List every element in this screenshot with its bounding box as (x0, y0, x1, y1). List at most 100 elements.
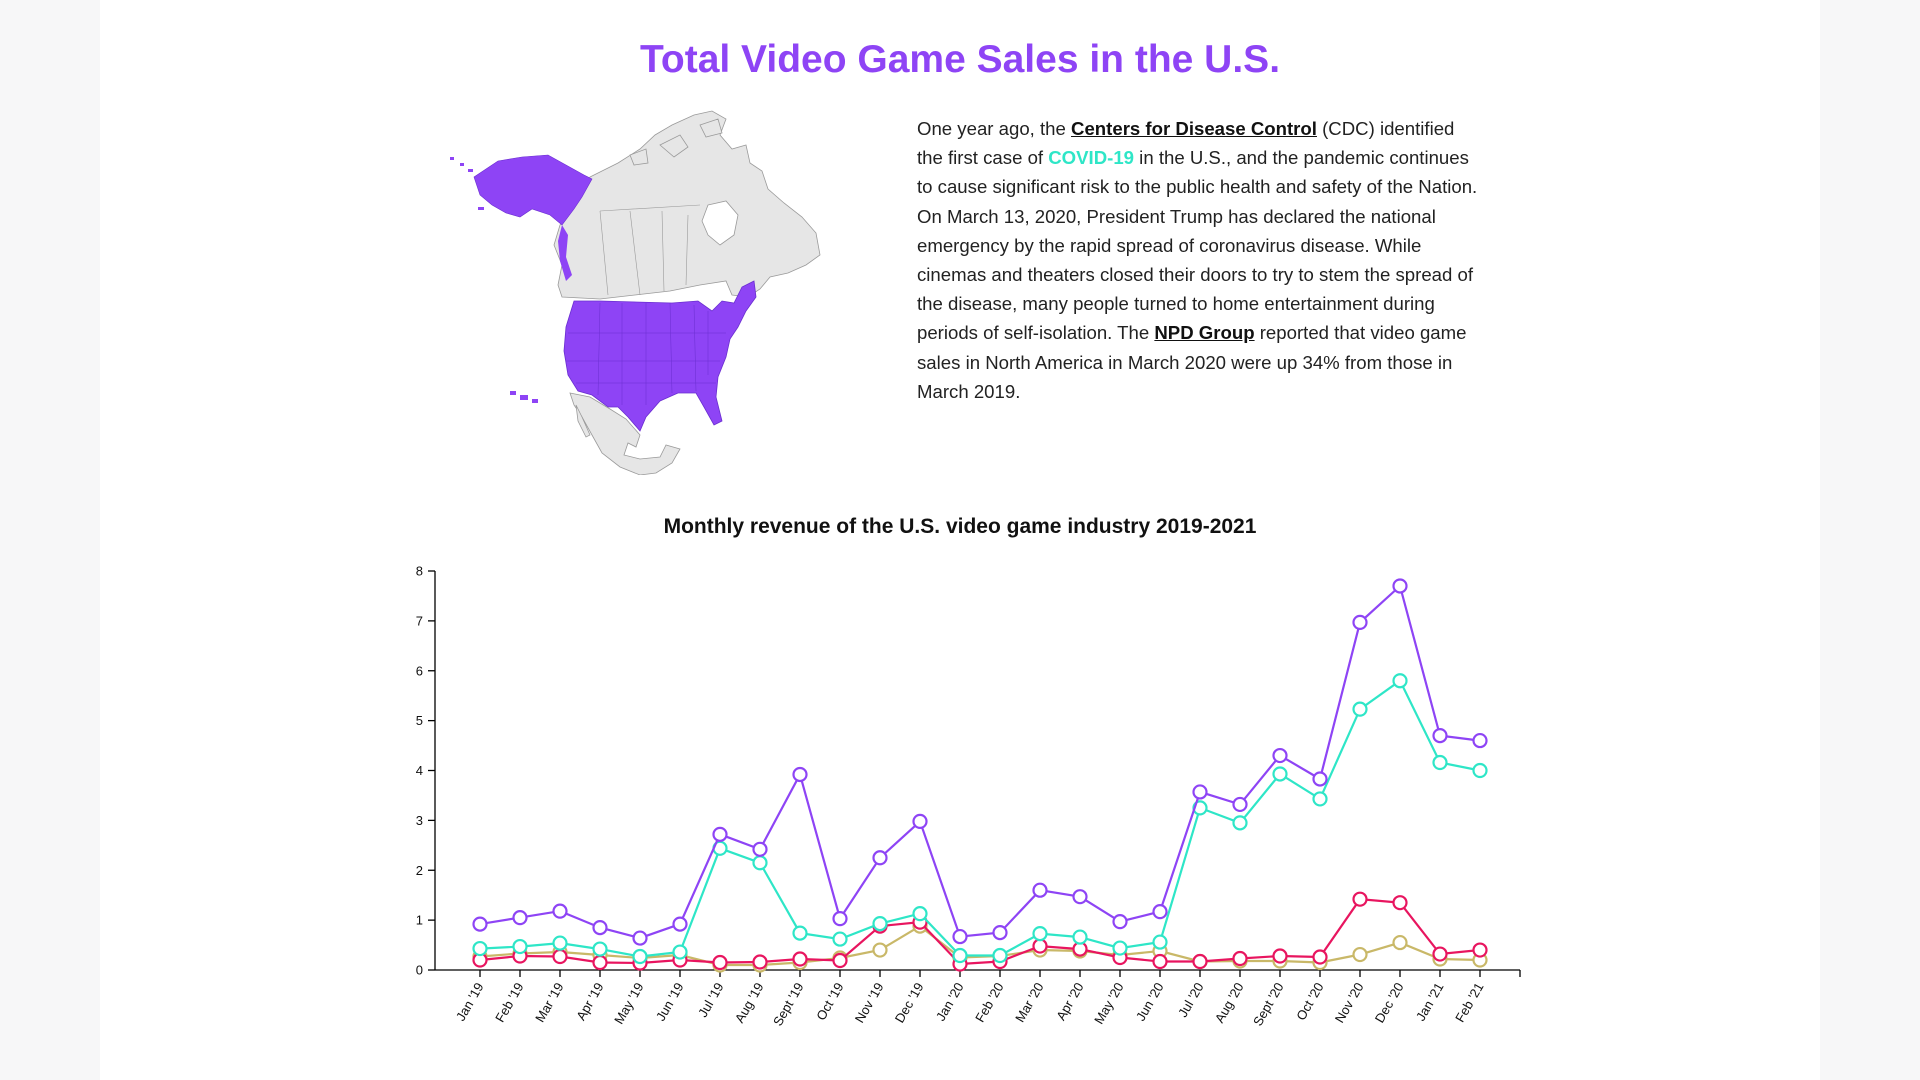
data-point (552, 903, 568, 919)
data-point (592, 920, 608, 936)
data-point (1432, 754, 1448, 771)
data-point (1072, 889, 1088, 905)
x-tick-label: Sept '20 (1250, 980, 1287, 1028)
data-point (1352, 891, 1368, 907)
data-point (1232, 815, 1248, 831)
data-point (1152, 934, 1168, 950)
data-point (1392, 934, 1408, 951)
data-point (1352, 701, 1368, 717)
page-margin-right (1820, 0, 1920, 1080)
map-canada (553, 110, 821, 300)
intro-text-1: One year ago, the (917, 118, 1072, 139)
x-tick-label: Dec '20 (1372, 980, 1407, 1025)
x-tick-label: May '19 (611, 980, 647, 1027)
data-point (752, 841, 768, 857)
data-point (792, 766, 808, 783)
data-point (592, 954, 608, 971)
x-tick-label: Jun '20 (1133, 980, 1167, 1023)
data-point (472, 940, 488, 957)
data-point (1472, 732, 1488, 749)
chart-title: Monthly revenue of the U.S. video game i… (663, 515, 1257, 538)
covid-highlight: COVID-19 (1048, 147, 1135, 169)
x-tick-label: Jan '19 (453, 980, 487, 1023)
data-point (1352, 946, 1368, 963)
data-point (1272, 766, 1288, 782)
data-point (1032, 882, 1048, 898)
map-borders (599, 204, 701, 296)
data-point (512, 938, 528, 955)
cdc-link[interactable]: Centers for Disease Control (1071, 118, 1317, 139)
map-arctic-islands (629, 118, 723, 166)
map-hudson-bay (701, 200, 739, 246)
data-point (1072, 929, 1088, 945)
data-point (632, 948, 648, 965)
data-point (472, 916, 488, 932)
npd-link[interactable]: NPD Group (1154, 322, 1255, 344)
map-svg (450, 110, 821, 476)
data-point (1392, 578, 1408, 594)
x-tick-label: Aug '20 (1212, 980, 1247, 1025)
data-point (992, 924, 1008, 941)
y-tick-label: 7 (416, 613, 423, 628)
map-state-lines (566, 302, 726, 405)
page-margin-left (0, 0, 100, 1080)
intro-paragraph: One year ago, the Centers for Disease Co… (917, 114, 1482, 406)
data-point (832, 952, 848, 969)
data-point (872, 916, 888, 932)
data-point (1312, 771, 1328, 787)
intro-text-4: reported that video game sales in North … (917, 322, 1467, 402)
data-point (912, 813, 928, 829)
x-tick-label: Feb '21 (1452, 980, 1486, 1025)
data-point (1312, 949, 1328, 965)
data-point (1192, 953, 1208, 970)
x-tick-label: Nov '20 (1332, 980, 1367, 1025)
data-point (1432, 946, 1448, 962)
data-point (1192, 784, 1208, 800)
data-point (1152, 904, 1168, 920)
data-point (1272, 948, 1288, 964)
map-mexico (569, 392, 681, 476)
data-point (992, 947, 1008, 964)
data-point (872, 942, 888, 958)
data-point (1152, 953, 1168, 970)
data-point (1112, 940, 1128, 956)
data-point (712, 954, 728, 971)
x-tick-label: Sept '19 (770, 980, 807, 1028)
series-line (479, 583, 1481, 940)
data-point (552, 948, 568, 965)
x-tick-label: Aug '19 (732, 980, 767, 1025)
data-point (1472, 942, 1488, 958)
x-tick-label: Feb '19 (492, 980, 526, 1025)
data-point (792, 925, 808, 941)
data-point (672, 944, 688, 960)
x-tick-label: Jul '20 (1175, 980, 1207, 1020)
x-tick-label: Mar '20 (1012, 980, 1046, 1025)
series-line (479, 679, 1481, 958)
data-point (1472, 762, 1488, 779)
y-tick-label: 8 (416, 564, 423, 579)
x-tick-label: Mar '19 (532, 980, 566, 1025)
y-tick-label: 6 (416, 663, 423, 678)
y-tick-label: 4 (416, 763, 423, 778)
north-america-map (450, 105, 830, 476)
data-point (552, 935, 568, 951)
data-point (592, 941, 608, 957)
x-tick-label: Jan '20 (933, 980, 967, 1023)
data-point (872, 850, 888, 866)
data-point (952, 928, 968, 945)
data-point (1032, 938, 1048, 954)
data-point (952, 947, 968, 964)
intro-text-3: in the U.S., and the pandemic continues … (917, 147, 1478, 344)
data-point (752, 954, 768, 970)
page-title: Total Video Game Sales in the U.S. (639, 38, 1281, 81)
x-tick-label: Oct '19 (813, 980, 846, 1023)
data-point (752, 855, 768, 871)
data-point (1112, 914, 1128, 930)
x-tick-label: Jun '19 (653, 980, 687, 1023)
y-tick-label: 2 (416, 863, 423, 878)
x-tick-label: May '20 (1091, 980, 1127, 1027)
data-point (832, 931, 848, 947)
data-point (1232, 796, 1248, 813)
data-point (1032, 925, 1048, 942)
x-tick-label: Oct '20 (1293, 980, 1326, 1023)
